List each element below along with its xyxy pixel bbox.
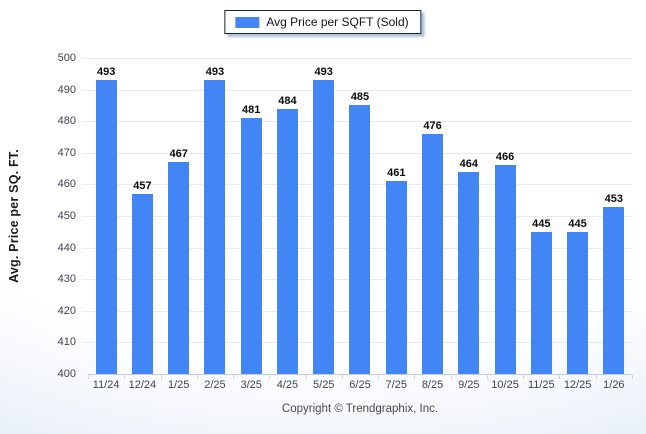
bar [349,105,371,374]
bar-column: 457 [124,58,160,374]
x-tick-mark [378,375,380,379]
x-tick-label: 12/25 [563,379,592,391]
bar-column: 464 [451,58,487,374]
bar-value-label: 457 [133,179,152,192]
bar-column: 445 [559,58,595,374]
bar-column: 485 [342,58,378,374]
x-tick-label: 11/24 [92,379,120,391]
legend-label: Avg Price per SQFT (Sold) [266,15,409,29]
bar [95,80,117,374]
gridline [82,58,632,59]
x-axis-labels: 11/24 12/24 1/25 2/25 3/25 4/25 5/25 6/25 7/25 8/… [88,379,632,391]
bar [276,108,298,374]
x-tick-label: 9/25 [458,379,480,391]
x-axis-ticks [88,375,633,380]
x-tick-mark [450,375,452,379]
bar [422,133,444,374]
legend-swatch-icon [235,16,260,28]
x-tick-mark [341,375,343,379]
bar [131,193,153,374]
x-tick-label: 2/25 [204,379,226,391]
y-tick-label: 420 [57,304,76,317]
y-tick-label: 480 [57,115,76,128]
bar-value-label: 461 [387,167,406,180]
bar [530,231,552,374]
bar-column: 481 [233,58,269,374]
y-tick-label: 430 [57,273,76,286]
bar [204,80,226,374]
y-tick-label: 440 [57,241,76,254]
bar-value-label: 493 [205,66,225,79]
y-tick-label: 400 [57,368,76,380]
plot-area: 400 410 420 430 440 450 460 470 480 490 500 493 457 4… [58,52,632,380]
x-tick-mark [559,375,561,379]
bar-column: 445 [523,58,559,374]
y-tick-label: 460 [57,178,76,191]
bar [168,162,190,374]
x-tick-mark [305,375,307,379]
bar-series: 493 457 467 493 481 484 493 485 461 476 464 466 445 4… [88,58,632,374]
bar-value-label: 481 [242,104,261,117]
bar-value-label: 484 [278,94,297,107]
x-tick-label: 3/25 [240,379,262,391]
y-tick-label: 450 [57,210,76,222]
copyright-text: Copyright © Trendgraphix, Inc. [281,403,439,415]
x-tick-mark [160,375,162,379]
bar-value-label: 466 [495,151,515,164]
x-tick-label: 12/24 [128,379,157,391]
bar [603,206,625,374]
y-tick-label: 470 [57,146,76,159]
bar-column: 467 [161,58,197,374]
x-tick-label: 10/25 [491,379,519,391]
bar-value-label: 464 [459,157,478,170]
bar [313,80,335,374]
bar-column: 453 [596,58,632,374]
y-tick-label: 410 [57,336,76,349]
x-tick-mark [486,375,488,379]
x-tick-label: 1/25 [167,379,190,391]
x-tick-mark [233,375,235,379]
bar-value-label: 445 [532,217,551,230]
bar-column: 461 [378,58,414,374]
x-tick-mark [414,375,416,379]
bar-value-label: 476 [423,119,442,132]
bar [567,231,589,374]
bar [385,181,407,374]
x-tick-mark [632,375,633,379]
x-tick-mark [595,375,597,379]
y-axis-title: Avg. Price per SQ. FT. [7,149,21,283]
bar [494,165,516,374]
x-tick-label: 6/25 [349,379,371,391]
bar-value-label: 445 [568,217,587,230]
x-tick-mark [523,375,525,379]
x-tick-mark [196,375,198,379]
legend: Avg Price per SQFT (Sold) [224,10,422,34]
x-tick-label: 1/26 [603,379,625,391]
x-tick-mark [88,375,89,379]
x-tick-label: 5/25 [313,379,335,391]
y-tick-label: 490 [57,83,76,96]
x-tick-label: 4/25 [276,379,299,391]
bar-column: 493 [197,58,233,374]
bar-column: 484 [269,58,305,374]
bar-value-label: 453 [604,192,624,205]
bar-column: 493 [88,58,124,374]
bar-value-label: 485 [350,91,370,104]
bar-column: 466 [487,58,523,374]
x-tick-mark [124,375,126,379]
bar-value-label: 467 [169,148,188,161]
x-tick-mark [269,375,271,379]
x-tick-label: 7/25 [385,379,407,391]
bar [240,118,262,374]
bar-value-label: 493 [96,66,116,79]
y-tick-label: 500 [57,52,76,64]
bar-value-label: 493 [314,66,333,79]
bar-column: 493 [306,58,342,374]
x-tick-label: 11/25 [527,379,555,391]
bar [458,171,480,374]
x-tick-label: 8/25 [421,379,444,391]
gridline [82,89,632,91]
bar-column: 476 [414,58,450,374]
